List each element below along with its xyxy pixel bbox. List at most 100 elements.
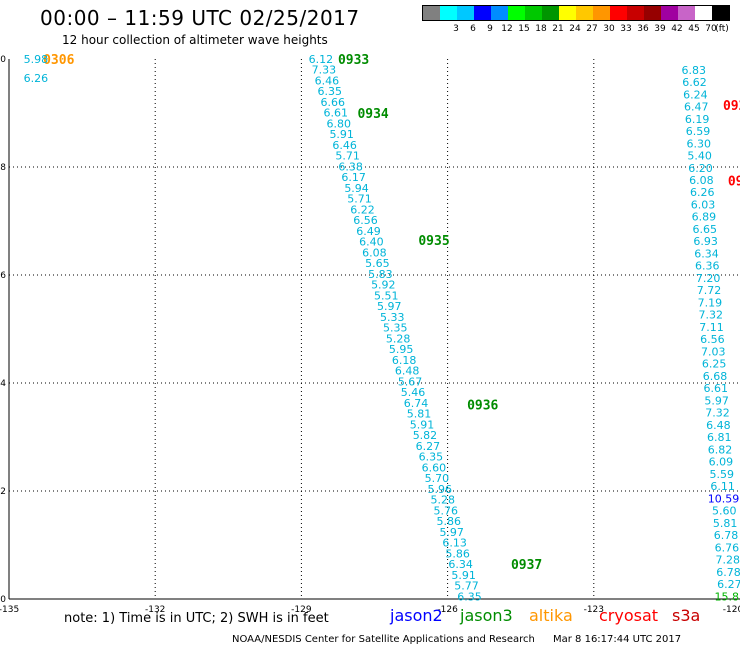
wave-height-value: 5.91 (329, 128, 354, 141)
legend-tick-label: 18 (535, 24, 547, 34)
legend-swatch (644, 6, 661, 20)
legend-labels: 3 6 9 12 15 18 21 24 27 30 33 36 39 42 45 70 (ft) (422, 21, 730, 35)
wave-height-value: 5.65 (365, 257, 390, 270)
legend-swatch (491, 6, 508, 20)
x-tick-label: -126 (437, 605, 458, 615)
wave-height-value: 7.03 (701, 345, 726, 358)
legend-tick-label: 12 (501, 24, 513, 34)
wave-height-value: 5.98 (24, 53, 49, 66)
wave-height-value: 5.59 (710, 468, 735, 481)
wave-height-value: 5.28 (431, 494, 456, 507)
legend-swatch (576, 6, 593, 20)
wave-height-value: 5.35 (383, 322, 408, 335)
wave-height-value: 5.60 (712, 505, 737, 518)
wave-height-value: 5.28 (386, 332, 411, 345)
wave-height-value: 6.12 (309, 53, 334, 66)
wave-height-value: 6.38 (338, 160, 363, 173)
pass-time-label: 0935 (418, 234, 449, 249)
wave-height-value: 5.97 (377, 300, 402, 313)
pass-time-label: 0934 (357, 107, 388, 122)
legend-swatch (525, 6, 542, 20)
wave-height-value: 6.27 (416, 440, 441, 453)
wave-height-value: 6.08 (689, 174, 714, 187)
wave-height-value: 5.86 (436, 515, 461, 528)
wave-height-value: 6.18 (392, 354, 417, 367)
footer-timestamp: Mar 8 16:17:44 UTC 2017 (553, 634, 682, 645)
legend-tick-label: 30 (603, 24, 615, 34)
wave-height-value: 6.48 (706, 419, 731, 432)
wave-height-value: 6.82 (708, 443, 733, 456)
wave-height-value: 6.08 (362, 246, 387, 259)
pass-time-label: 092- (728, 175, 740, 190)
wave-height-value: 6.61 (324, 107, 349, 120)
y-tick-label: 2 (0, 487, 6, 497)
wave-height-value: 7.20 (696, 272, 721, 285)
wave-height-value: 7.11 (699, 321, 724, 334)
legend-swatch (474, 6, 491, 20)
legend-tick-label: 21 (552, 24, 564, 34)
wave-height-value: 6.60 (422, 461, 447, 474)
wave-height-value: 6.20 (688, 162, 713, 175)
wave-height-value: 6.09 (709, 456, 734, 469)
wave-height-value: 6.78 (716, 566, 740, 579)
legend-swatch (559, 6, 576, 20)
wave-height-value: 6.61 (704, 382, 729, 395)
wave-height-value: 6.24 (683, 88, 708, 101)
wave-height-value: 7.33 (312, 64, 337, 77)
wave-height-value: 5.83 (368, 268, 393, 281)
color-legend: 3 6 9 12 15 18 21 24 27 30 33 36 39 42 45 70 (ft) (422, 5, 730, 35)
legend-swatch (712, 6, 729, 20)
wave-height-value: 6.13 (442, 537, 467, 550)
wave-height-value: 6.22 (350, 203, 375, 216)
wave-height-value: 10.59 (708, 492, 740, 505)
y-tick-label: 6 (0, 271, 6, 281)
wave-height-value: 5.81 (407, 408, 432, 421)
wave-height-value: 6.36 (695, 260, 720, 273)
wave-height-value: 6.34 (694, 247, 719, 260)
y-tick-label: 4 (0, 379, 6, 389)
wave-height-value: 6.74 (404, 397, 429, 410)
wave-height-value: 5.40 (687, 150, 712, 163)
satellite-label-jason2: jason2 (390, 606, 443, 625)
wave-height-value: 6.34 (448, 558, 473, 571)
wave-height-value: 6.76 (715, 541, 740, 554)
legend-tick-label: 15 (518, 24, 530, 34)
wave-height-value: 7.72 (697, 284, 722, 297)
units-note: note: 1) Time is in UTC; 2) SWH is in fe… (64, 611, 329, 626)
wave-height-value: 6.59 (686, 125, 711, 138)
legend-tick-label: 6 (470, 24, 476, 34)
satellite-label-altika: altika (529, 606, 573, 625)
wave-height-value: 5.95 (389, 343, 414, 356)
wave-height-value: 6.56 (353, 214, 378, 227)
wave-height-value: 7.28 (715, 554, 740, 567)
legend-swatch (542, 6, 559, 20)
wave-height-value: 5.92 (371, 279, 396, 292)
wave-height-value: 6.66 (321, 96, 346, 109)
wave-height-value: 6.62 (682, 76, 707, 89)
legend-tick-label: 36 (637, 24, 649, 34)
wave-height-value: 6.35 (318, 85, 343, 98)
legend-swatch (661, 6, 678, 20)
wave-height-value: 6.35 (457, 590, 482, 603)
wave-height-value: 6.35 (419, 451, 444, 464)
legend-swatch (627, 6, 644, 20)
wave-height-value: 6.17 (341, 171, 366, 184)
legend-tick-label: 70 (705, 24, 717, 34)
wave-height-value: 5.46 (401, 386, 426, 399)
wave-height-value: 6.80 (326, 117, 351, 130)
x-tick-label: -135 (0, 605, 19, 615)
map-title: 00:00 – 11:59 UTC 02/25/2017 (40, 6, 360, 30)
wave-height-value: 6.03 (691, 198, 716, 211)
wave-height-value: 15.85 (715, 590, 740, 603)
legend-tick-label: 42 (671, 24, 683, 34)
wave-height-value: 6.26 (690, 186, 715, 199)
wave-height-value: 6.81 (707, 431, 732, 444)
legend-swatch (508, 6, 525, 20)
wave-height-value: 5.81 (713, 517, 738, 530)
wave-height-value: 6.93 (693, 235, 718, 248)
legend-swatch (678, 6, 695, 20)
legend-tick-label: 39 (654, 24, 666, 34)
wave-height-value: 6.48 (395, 365, 420, 378)
wave-height-value: 6.27 (717, 578, 740, 591)
